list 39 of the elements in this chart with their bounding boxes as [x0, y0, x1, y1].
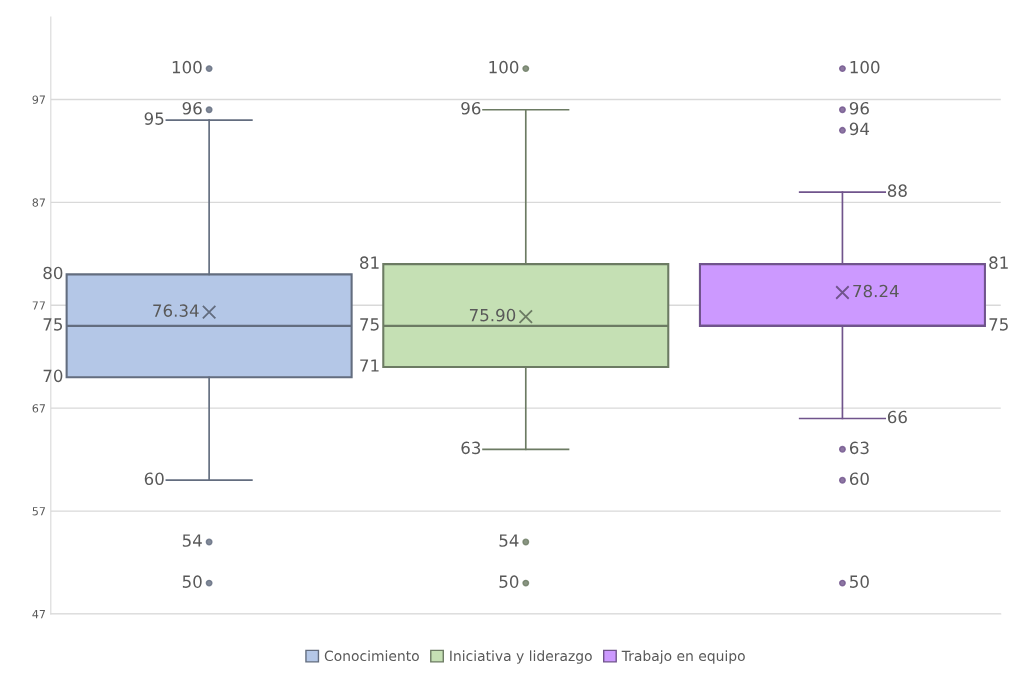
annotation: 50 [850, 575, 869, 588]
y-tick-label: 97 [32, 95, 45, 104]
annotation: 88 [887, 184, 907, 197]
annotation: 76.34 [153, 304, 199, 317]
annotation: 100 [850, 60, 880, 74]
annotation: 80 [43, 266, 63, 280]
annotation: 75 [360, 318, 379, 331]
annotation: 75 [989, 318, 1008, 331]
annotation: 94 [849, 122, 870, 136]
annotation: 60 [849, 472, 869, 486]
annotation: 63 [849, 441, 869, 455]
annotation: 78.24 [853, 284, 899, 298]
annotation: 100 [172, 60, 202, 74]
legend-label: Trabajo en equipo [621, 650, 745, 664]
annotation: 81 [989, 256, 1008, 269]
annotation: 60 [144, 472, 164, 486]
annotation: 71 [360, 359, 379, 372]
annotation: 63 [461, 441, 481, 455]
annotation: 96 [182, 101, 202, 115]
annotation: 54 [182, 534, 202, 547]
y-tick-label: 57 [32, 507, 45, 516]
y-tick-label: 47 [32, 610, 45, 619]
annotation: 81 [360, 256, 379, 269]
y-tick-label: 87 [32, 198, 45, 207]
annotation: 75.90 [469, 308, 516, 322]
annotation: 96 [849, 101, 869, 115]
y-tick-label: 77 [32, 301, 45, 310]
annotation: 75 [43, 318, 63, 331]
annotation: 70 [43, 369, 63, 383]
annotation: 54 [499, 534, 519, 547]
annotation: 50 [182, 575, 202, 588]
annotation: 50 [499, 575, 519, 588]
y-tick-label: 67 [32, 404, 45, 413]
annotation: 96 [461, 101, 481, 115]
annotation: 95 [144, 112, 164, 125]
annotation: 66 [887, 410, 907, 424]
annotation: 100 [489, 60, 519, 74]
legend-label: Conocimiento [324, 650, 419, 662]
legend-label: Iniciativa y liderazgo [450, 650, 592, 664]
